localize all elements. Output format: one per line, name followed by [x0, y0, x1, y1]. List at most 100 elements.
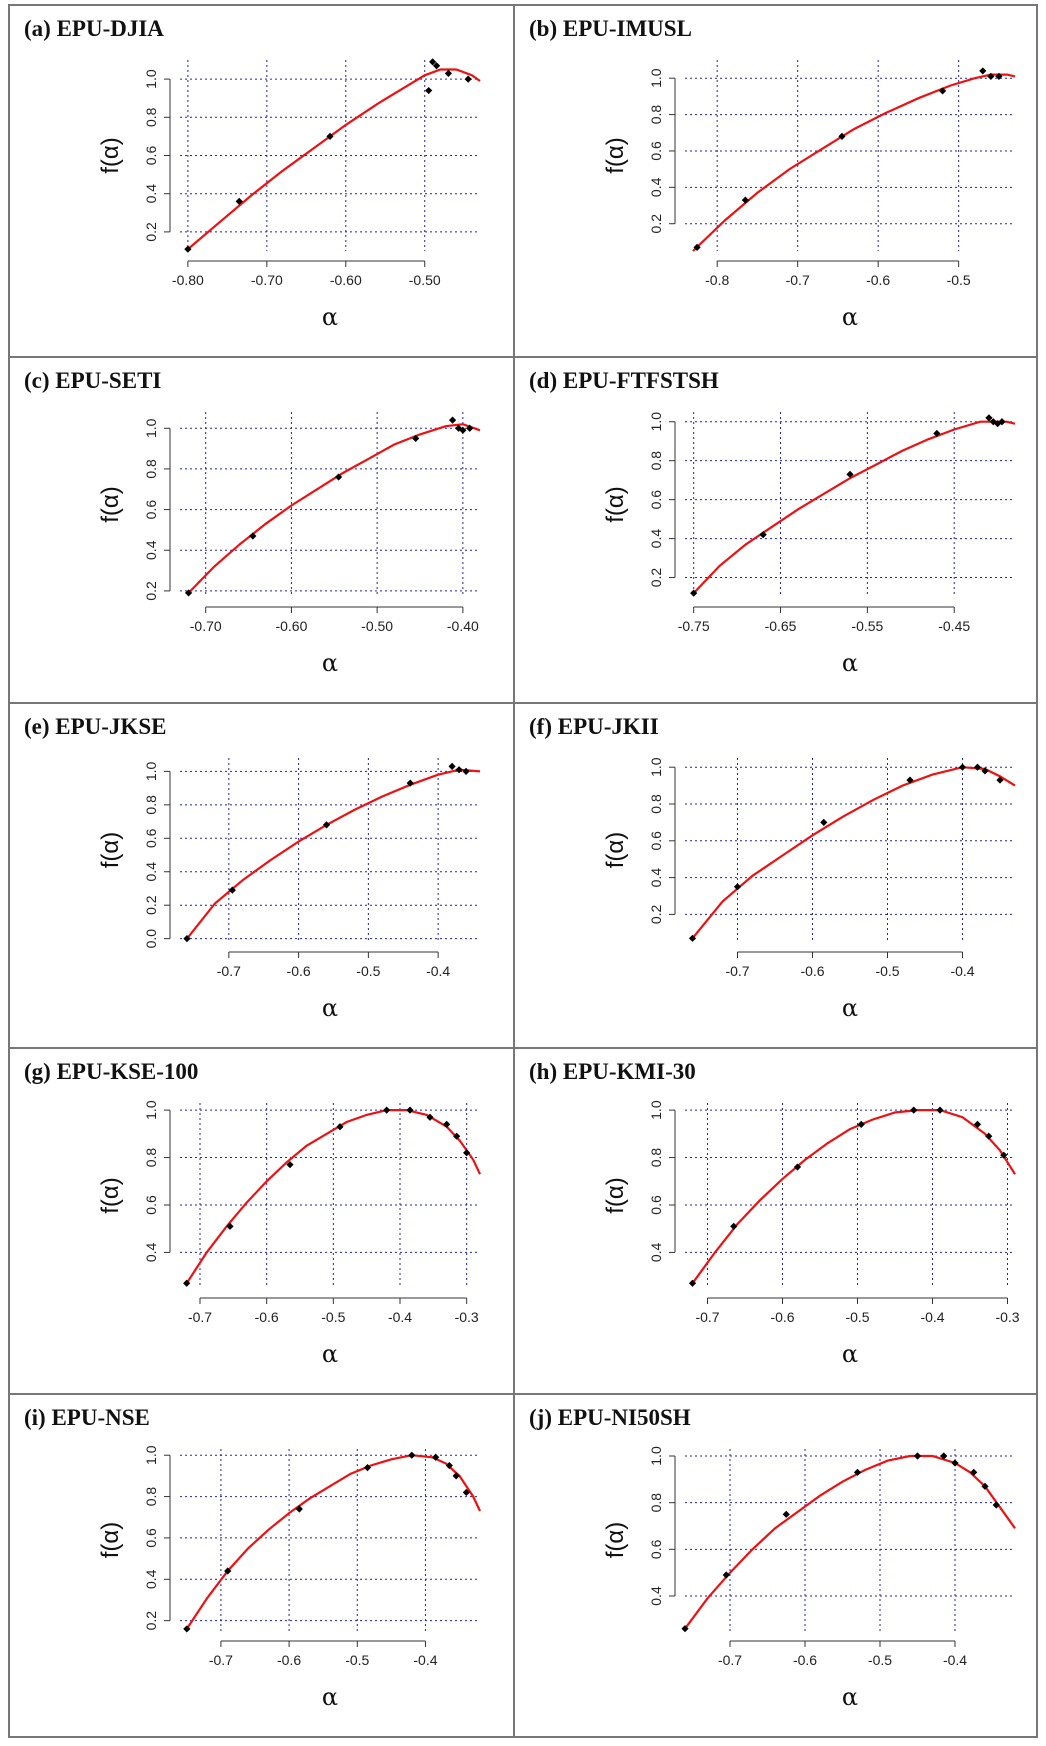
y-tick-label: 0.4	[143, 1242, 159, 1262]
panel-title: (b) EPU-IMUSL	[529, 16, 692, 41]
data-point	[406, 1106, 414, 1114]
y-tick-label: 1.0	[648, 1100, 664, 1120]
data-point	[681, 1625, 689, 1633]
y-axis-label: f(α)	[602, 137, 629, 174]
fit-curve	[187, 423, 481, 594]
data-point	[741, 196, 749, 204]
x-axis-label: α	[322, 1340, 338, 1368]
x-tick-label: -0.6	[800, 963, 824, 979]
data-point	[985, 1132, 993, 1140]
panel-title: (e) EPU-JKSE	[24, 714, 167, 739]
x-tick-label: -0.7	[695, 1309, 719, 1325]
data-point	[184, 589, 193, 597]
data-point	[226, 1222, 234, 1230]
y-tick-label: 0.4	[143, 1569, 159, 1589]
fit-curve	[186, 768, 481, 940]
y-tick-label: 1.0	[143, 761, 159, 781]
data-point	[981, 767, 989, 775]
grid	[180, 1103, 480, 1288]
x-tick-label: -0.70	[190, 618, 222, 634]
data-point	[994, 420, 1002, 428]
y-tick-label: 0.8	[648, 794, 664, 814]
data-point	[782, 1510, 790, 1518]
data-points	[690, 414, 1006, 597]
x-tick-label: -0.5	[868, 1652, 892, 1668]
data-point	[693, 243, 701, 251]
data-point	[452, 1472, 460, 1480]
y-tick-label: 0.8	[143, 1487, 159, 1507]
data-point	[326, 132, 334, 140]
data-point	[853, 1468, 862, 1476]
data-points	[184, 416, 474, 597]
data-point	[838, 132, 846, 140]
y-tick-label: 0.6	[648, 1195, 664, 1215]
data-point	[228, 886, 236, 894]
x-tick-label: -0.5	[345, 1652, 369, 1668]
chart-epu-ftfstsh: -0.75 -0.65 -0.55 -0.45 α 0.2 0.4 0.6 0.8 1.0 f(α)	[602, 412, 1016, 677]
y-tick-label: 0.2	[648, 904, 664, 924]
panel-d: (d) EPU-FTFSTSH -0.75 -0.65 -0.55 -0.45 α 0.2…	[515, 358, 1036, 704]
y-tick-label: 0.6	[648, 141, 664, 161]
y-tick-label: 0.6	[143, 1195, 159, 1215]
x-axis: -0.7 -0.6 -0.5 -0.4 α	[725, 951, 975, 1022]
y-tick-label: 0.2	[143, 1611, 159, 1631]
y-tick-label: 0.8	[143, 795, 159, 815]
x-tick-label: -0.6	[866, 272, 890, 288]
panel-title: (c) EPU-SETI	[24, 368, 162, 393]
x-axis: -0.7 -0.6 -0.5 -0.4 α	[718, 1640, 967, 1711]
grid	[685, 412, 1015, 597]
data-point	[448, 762, 456, 770]
grid	[180, 60, 480, 251]
fit-curve	[692, 73, 1016, 252]
y-axis: 0.0 0.2 0.4 0.6 0.8 1.0 f(α)	[97, 761, 171, 948]
y-tick-label: 0.4	[143, 540, 159, 560]
x-tick-label: -0.5	[321, 1309, 345, 1325]
x-tick-label: -0.60	[275, 618, 307, 634]
data-point	[249, 532, 257, 540]
y-tick-label: 0.8	[648, 105, 664, 125]
panel-title: (g) EPU-KSE-100	[24, 1059, 199, 1084]
data-point	[432, 62, 441, 70]
x-tick-label: -0.7	[217, 963, 241, 979]
data-point	[429, 58, 437, 66]
y-axis-label: f(α)	[97, 1177, 124, 1214]
data-point	[857, 1120, 865, 1128]
grid	[685, 1449, 1015, 1631]
data-point	[793, 1163, 802, 1171]
data-point	[383, 1106, 391, 1114]
data-point	[464, 75, 472, 83]
y-tick-label: 0.8	[143, 1148, 159, 1168]
y-tick-label: 0.8	[143, 459, 159, 479]
y-tick-label: 1.0	[143, 1445, 159, 1465]
x-tick-label: -0.4	[950, 963, 974, 979]
y-tick-label: 0.4	[648, 1586, 664, 1606]
x-axis-label: α	[322, 303, 338, 331]
x-tick-label: -0.4	[920, 1309, 944, 1325]
data-point	[444, 69, 453, 77]
x-tick-label: -0.4	[413, 1652, 437, 1668]
y-tick-label: 1.0	[648, 1446, 664, 1466]
x-axis-label: α	[842, 1683, 858, 1711]
x-axis-label: α	[322, 649, 338, 677]
data-point	[412, 434, 420, 443]
y-tick-label: 0.8	[648, 451, 664, 471]
fit-curve	[691, 766, 1016, 939]
fit-curve	[187, 68, 481, 250]
data-point	[910, 1106, 918, 1114]
data-point	[688, 934, 697, 942]
data-point	[426, 1113, 434, 1121]
x-tick-label: -0.75	[678, 618, 710, 634]
y-axis-label: f(α)	[602, 486, 629, 523]
data-points	[183, 1106, 471, 1287]
data-point	[759, 531, 767, 539]
x-axis-label: α	[322, 994, 338, 1022]
x-tick-label: -0.80	[172, 272, 204, 288]
data-point	[408, 1451, 416, 1459]
grid	[180, 412, 480, 597]
data-point	[730, 1222, 738, 1230]
chart-epu-jkse: -0.7 -0.6 -0.5 -0.4 α 0.0 0.2 0.4 0.6 0.8 1.0 f(α)	[97, 758, 481, 1022]
x-axis-label: α	[842, 649, 858, 677]
chart-epu-djia: -0.80 -0.70 -0.60 -0.50 α 0.2 0.4 0.6 0.8 1.0 f(α)	[97, 58, 481, 331]
grid	[685, 758, 1015, 942]
data-point	[466, 424, 474, 432]
